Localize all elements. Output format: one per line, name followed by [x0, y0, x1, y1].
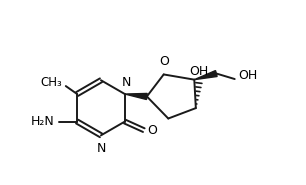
Polygon shape	[125, 93, 147, 100]
Text: O: O	[159, 55, 169, 68]
Text: O: O	[147, 124, 157, 137]
Text: N: N	[96, 142, 106, 155]
Text: H₂N: H₂N	[31, 115, 55, 128]
Text: CH₃: CH₃	[40, 76, 62, 89]
Polygon shape	[194, 71, 217, 80]
Text: OH: OH	[239, 70, 258, 83]
Text: N: N	[121, 75, 131, 88]
Text: OH: OH	[189, 65, 208, 78]
